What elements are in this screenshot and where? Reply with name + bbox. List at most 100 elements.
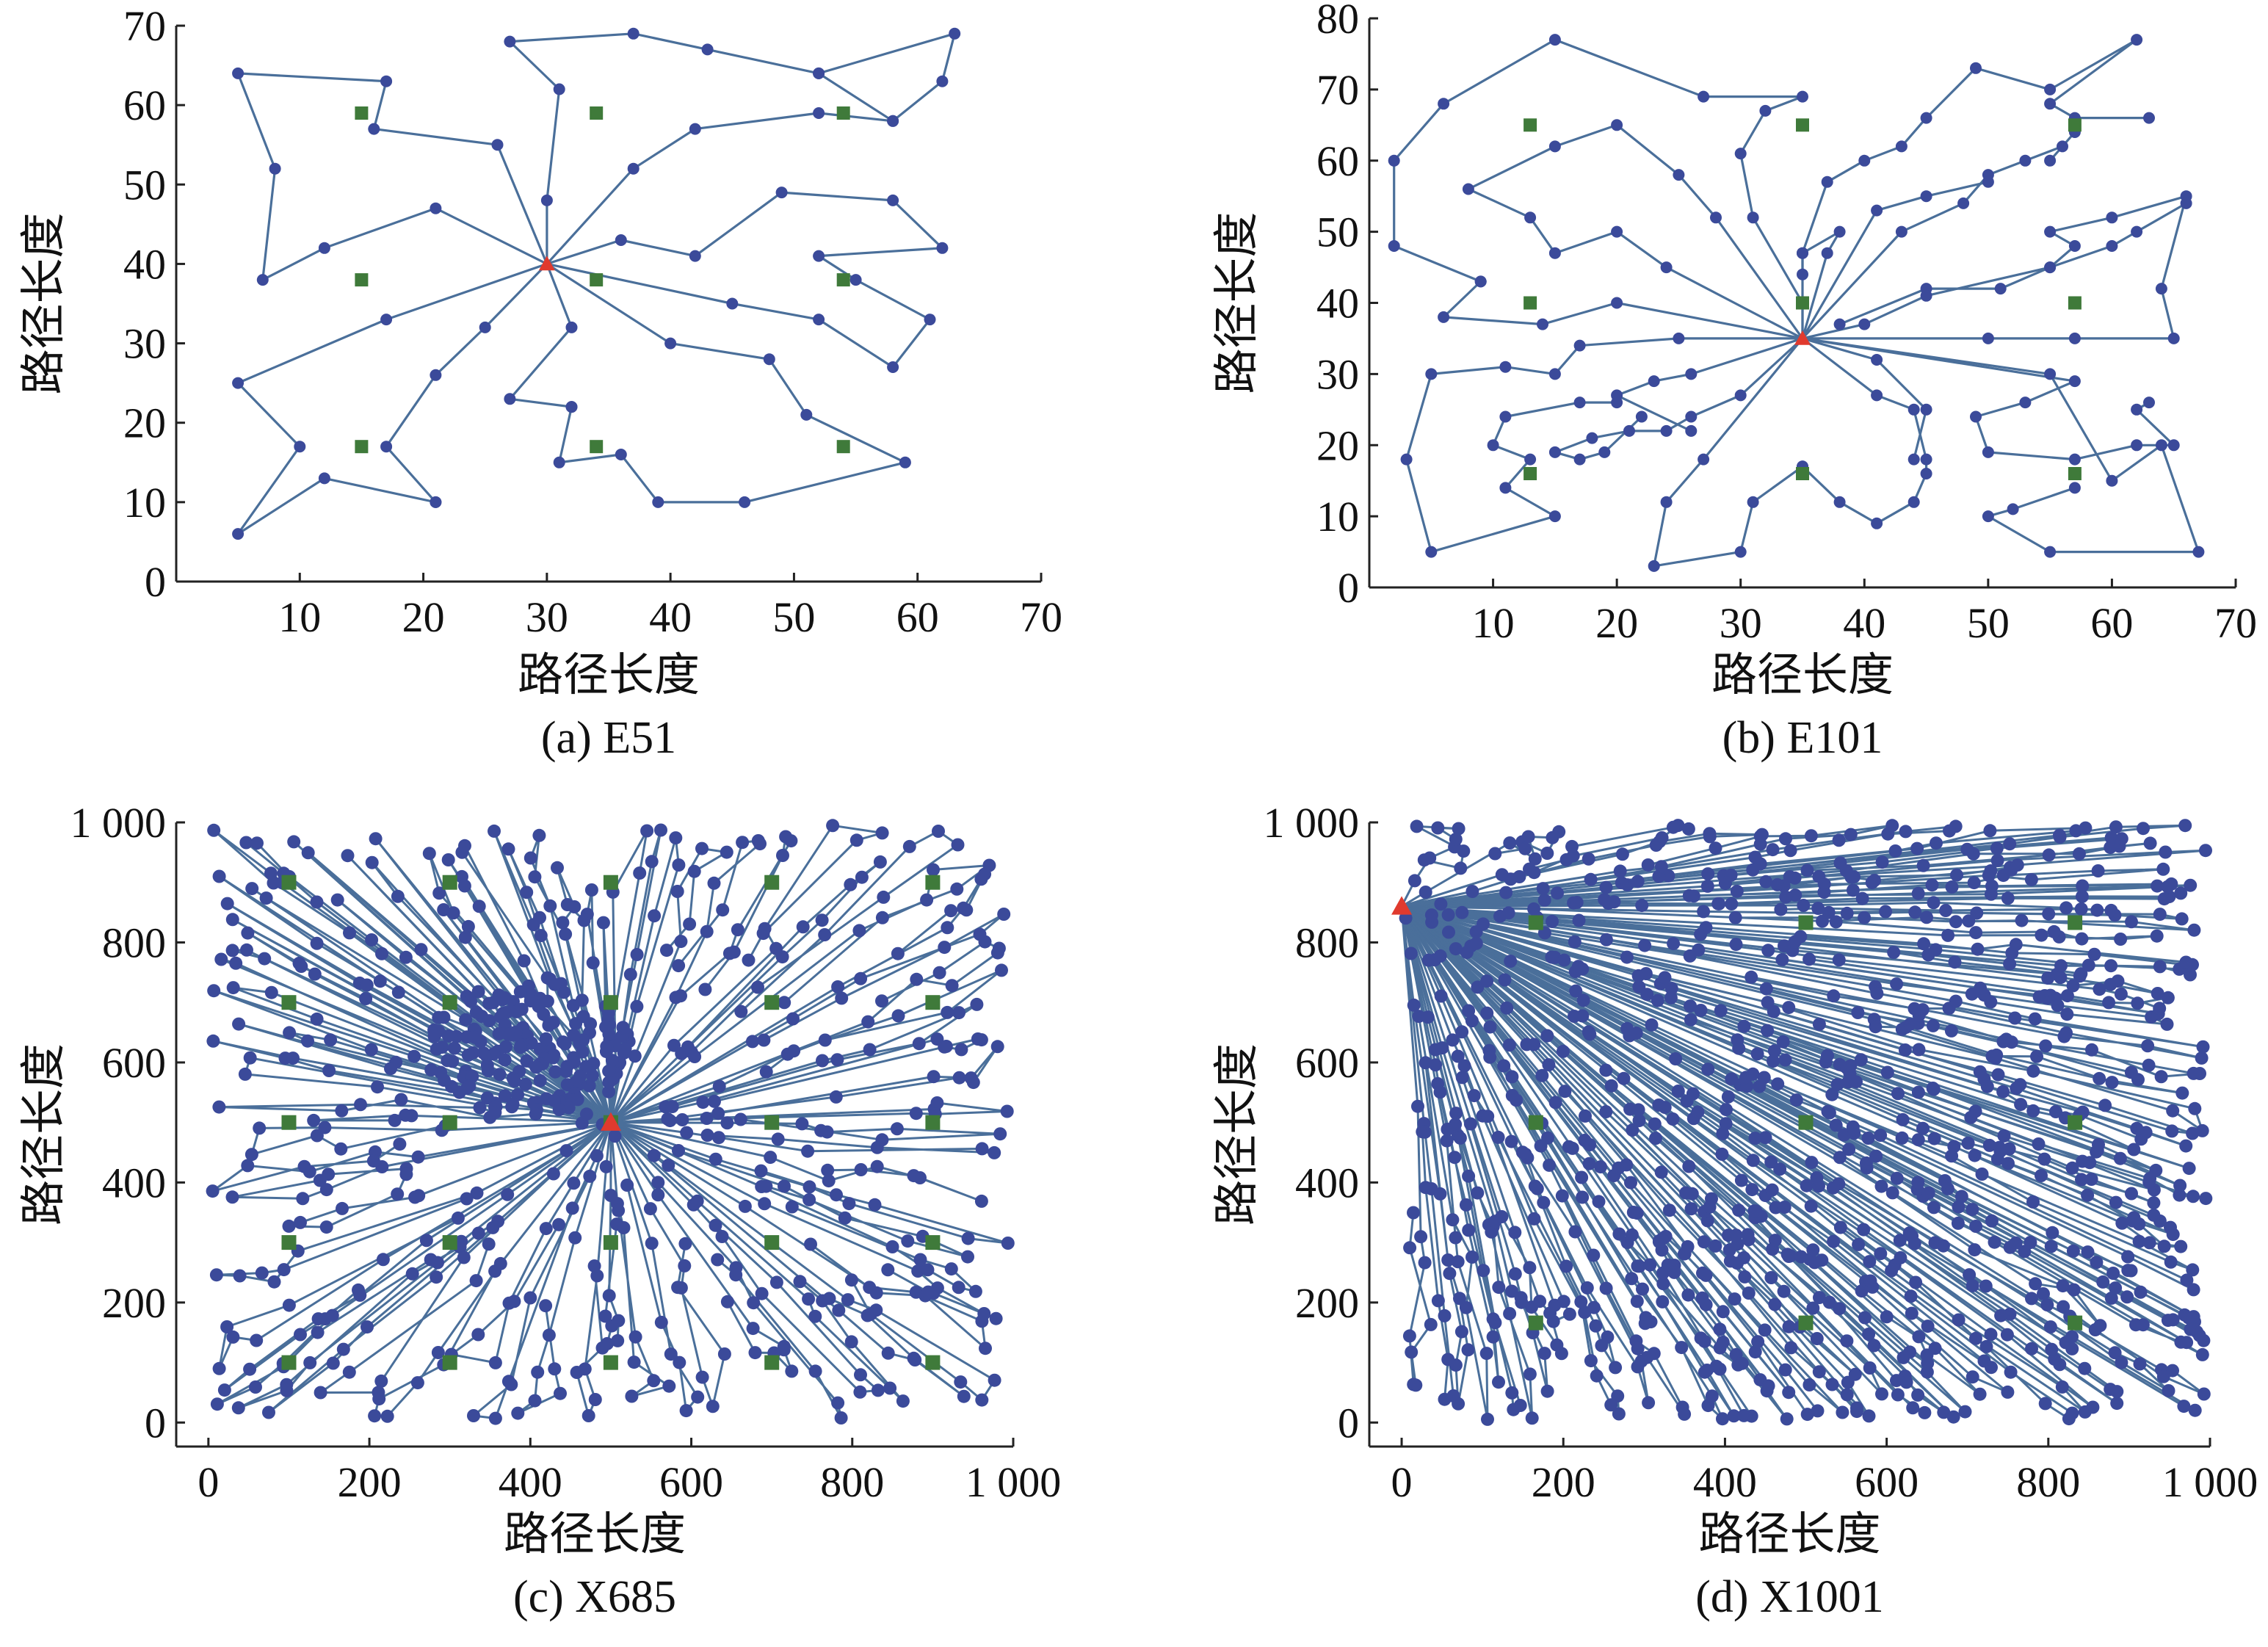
customer-point	[1874, 1179, 1888, 1193]
customer-point	[2104, 830, 2118, 844]
customer-point	[324, 1033, 338, 1047]
x-tick-label: 600	[659, 1458, 723, 1506]
customer-point	[1751, 1335, 1765, 1349]
customer-point	[951, 838, 965, 852]
customer-point	[1858, 154, 1871, 167]
customer-point	[1477, 1264, 1490, 1278]
customer-point	[690, 1194, 704, 1208]
customer-point	[294, 1215, 307, 1229]
customer-point	[1461, 1343, 1475, 1357]
customer-point	[1727, 1409, 1741, 1423]
customer-point	[1899, 1375, 1913, 1389]
customer-point	[1749, 1204, 1763, 1218]
customer-point	[2164, 877, 2178, 891]
customer-point	[1966, 1278, 1979, 1292]
customer-point	[2044, 98, 2057, 110]
customer-point	[2098, 1098, 2112, 1112]
customer-point	[2173, 1188, 2187, 1202]
customer-point	[2054, 959, 2068, 973]
customer-point	[1640, 1350, 1654, 1364]
depot-marker	[1794, 330, 1811, 345]
customer-point	[601, 1336, 614, 1350]
customer-point	[233, 1269, 247, 1283]
customer-point	[374, 1374, 388, 1388]
customer-point	[930, 1096, 944, 1110]
customer-point	[1562, 1140, 1576, 1154]
customer-point	[1767, 1054, 1780, 1068]
x-tick-label: 400	[499, 1458, 562, 1506]
customer-point	[1840, 1334, 1854, 1348]
customer-point	[2186, 1263, 2200, 1277]
candidate-point	[1798, 1115, 1814, 1130]
route-path	[236, 262, 548, 535]
customer-point	[1905, 1306, 1919, 1320]
customer-point	[1431, 1294, 1445, 1308]
customer-point	[1682, 1159, 1696, 1173]
customer-point	[432, 886, 446, 900]
candidate-point	[442, 995, 457, 1010]
customer-point	[1840, 1061, 1854, 1075]
customer-point	[1863, 1274, 1877, 1288]
customer-point	[1399, 911, 1413, 925]
customer-point	[1969, 926, 1983, 940]
customer-point	[2054, 971, 2068, 985]
customer-point	[838, 1211, 852, 1225]
customer-point	[818, 928, 832, 941]
candidate-point	[355, 106, 369, 120]
customer-point	[1968, 1148, 1982, 1162]
customer-point	[1617, 1071, 1631, 1085]
customer-point	[2026, 1104, 2040, 1118]
customer-point	[1410, 819, 1424, 833]
customer-point	[1440, 1134, 1454, 1148]
customer-point	[2045, 1342, 2059, 1356]
x-tick-label: 400	[1693, 1458, 1757, 1506]
customer-point	[399, 1108, 413, 1122]
customer-point	[1745, 1183, 1759, 1197]
customer-point	[1449, 1107, 1463, 1121]
customer-point	[2049, 1105, 2062, 1118]
customer-point	[2173, 1179, 2187, 1192]
customer-point	[1997, 1129, 2011, 1143]
customer-point	[1805, 1156, 1819, 1170]
customer-point	[567, 1176, 581, 1190]
customer-point	[620, 1179, 634, 1192]
x-tick-label: 70	[2214, 599, 2257, 647]
customer-point	[365, 855, 379, 869]
customer-point	[2133, 1357, 2147, 1371]
customer-point	[239, 836, 253, 850]
customer-point	[1985, 1214, 1999, 1228]
customer-point	[756, 927, 770, 941]
customer-point	[2003, 837, 2017, 851]
customer-point	[1495, 868, 1509, 882]
customer-point	[1611, 119, 1623, 131]
customer-point	[2109, 820, 2123, 834]
customer-point	[944, 904, 958, 918]
customer-point	[683, 917, 697, 931]
customer-point	[1716, 1412, 1729, 1426]
customer-point	[1698, 1334, 1711, 1348]
customer-point	[822, 1292, 836, 1306]
customer-point	[565, 321, 578, 333]
customer-point	[1699, 1268, 1713, 1282]
customer-point	[570, 1366, 584, 1379]
customer-point	[647, 1374, 661, 1388]
customer-point	[672, 1144, 685, 1157]
customer-layer	[206, 819, 1015, 1425]
customer-point	[1858, 1311, 1872, 1325]
customer-point	[1407, 998, 1421, 1012]
customer-point	[496, 1007, 510, 1021]
customer-point	[973, 927, 987, 941]
customer-point	[2161, 991, 2175, 1005]
customer-point	[212, 1361, 226, 1375]
customer-point	[630, 999, 644, 1013]
y-tick-label: 0	[1338, 564, 1359, 612]
customer-point	[616, 1021, 630, 1035]
customer-point	[1777, 1284, 1791, 1298]
customer-point	[1949, 915, 1963, 929]
customer-point	[267, 876, 280, 890]
customer-point	[2104, 1291, 2118, 1305]
customer-point	[754, 1164, 768, 1178]
customer-point	[2104, 959, 2118, 973]
customer-point	[488, 1411, 502, 1425]
customer-point	[375, 946, 388, 960]
